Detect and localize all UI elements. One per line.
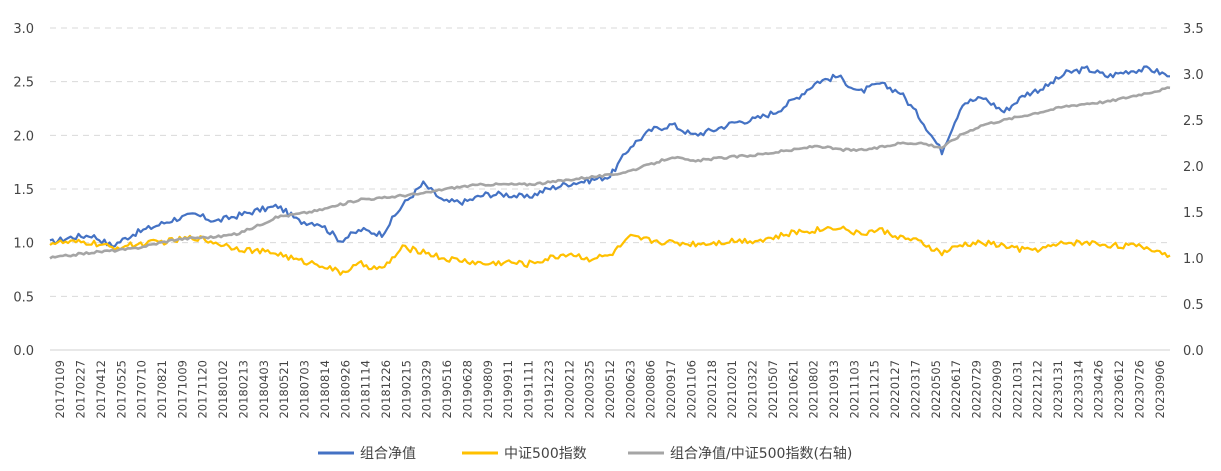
x-tick-label: 20201106: [684, 360, 698, 419]
x-tick-label: 20180102: [216, 360, 230, 419]
series-lines: [49, 65, 1171, 276]
x-tick-label: 20210621: [786, 360, 800, 419]
left-y-tick-label: 1.5: [13, 183, 34, 198]
x-tick-label: 20191111: [522, 360, 536, 419]
x-tick-label: 20211215: [868, 360, 882, 419]
x-tick-label: 20200512: [603, 360, 617, 419]
x-tick-label: 20190911: [501, 360, 515, 419]
x-tick-label: 20211103: [847, 360, 861, 419]
right-y-tick-label: 3.0: [1183, 68, 1204, 83]
right-y-tick-label: 0.0: [1183, 344, 1204, 359]
x-tick-label: 20210913: [827, 360, 841, 419]
legend-label: 组合净值/中证500指数(右轴): [670, 446, 852, 462]
right-y-tick-label: 2.5: [1183, 114, 1204, 129]
x-tick-label: 20190628: [460, 360, 474, 419]
left-y-tick-label: 0.0: [13, 344, 34, 359]
x-tick-label: 20181226: [379, 360, 393, 419]
x-tick-label: 20181114: [359, 360, 373, 419]
x-tick-label: 20180403: [257, 360, 271, 419]
x-tick-label: 20170227: [74, 360, 88, 419]
x-tick-label: 20180703: [298, 360, 312, 419]
gridlines: [50, 27, 1170, 351]
left-y-tick-label: 2.5: [13, 76, 34, 91]
x-tick-label: 20171009: [175, 360, 189, 419]
x-tick-label: 20220127: [888, 360, 902, 419]
x-tick-label: 20170109: [53, 360, 67, 419]
right-y-tick-label: 1.0: [1183, 252, 1204, 267]
x-tick-label: 20230314: [1071, 360, 1085, 419]
left-y-tick-label: 1.0: [13, 237, 34, 252]
x-tick-label: 20180814: [318, 360, 332, 419]
x-tick-label: 20230906: [1153, 360, 1167, 419]
x-tick-label: 20210322: [746, 360, 760, 419]
legend-label: 组合净值: [360, 446, 416, 462]
x-tick-label: 20230426: [1092, 360, 1106, 419]
x-tick-label: 20170821: [155, 360, 169, 419]
x-tick-label: 20180213: [236, 360, 250, 419]
x-tick-label: 20171120: [196, 360, 210, 419]
x-tick-label: 20221212: [1031, 360, 1045, 419]
x-tick-label: 20230612: [1112, 360, 1126, 419]
left-y-tick-label: 0.5: [13, 290, 34, 305]
x-tick-label: 20190809: [481, 360, 495, 419]
x-tick-label: 20190329: [420, 360, 434, 419]
x-tick-label: 20220505: [929, 360, 943, 419]
x-tick-label: 20180521: [277, 360, 291, 419]
x-tick-label: 20220617: [949, 360, 963, 419]
x-tick-label: 20220909: [990, 360, 1004, 419]
x-tick-label: 20230131: [1051, 360, 1065, 419]
x-tick-label: 20170710: [135, 360, 149, 419]
x-tick-label: 20170525: [114, 360, 128, 419]
x-tick-label: 20200623: [623, 360, 637, 419]
series-line-2: [49, 86, 1171, 260]
x-tick-label: 20200212: [562, 360, 576, 419]
x-tick-label: 20210802: [807, 360, 821, 419]
left-y-tick-label: 2.0: [13, 129, 34, 144]
x-tick-label: 20180926: [338, 360, 352, 419]
right-y-tick-label: 1.5: [1183, 206, 1204, 221]
x-tick-label: 20210201: [725, 360, 739, 419]
series-line-1: [49, 225, 1171, 276]
left-y-axis: 0.0 0.5 1.0 1.5 2.0 2.5 3.0: [13, 22, 34, 359]
legend: 组合净值 中证500指数 组合净值/中证500指数(右轴): [318, 446, 852, 462]
x-tick-label: 20230726: [1132, 360, 1146, 419]
right-y-axis: 0.0 0.5 1.0 1.5 2.0 2.5 3.0 3.5: [1183, 22, 1204, 359]
right-y-tick-label: 2.0: [1183, 160, 1204, 175]
x-tick-label: 20220317: [908, 360, 922, 419]
right-y-tick-label: 0.5: [1183, 298, 1204, 313]
series-line-0: [49, 65, 1170, 248]
x-tick-label: 20220729: [970, 360, 984, 419]
left-y-tick-label: 3.0: [13, 22, 34, 37]
right-y-tick-label: 3.5: [1183, 22, 1204, 37]
x-tick-label: 20210507: [766, 360, 780, 419]
x-tick-label: 20170412: [94, 360, 108, 419]
x-tick-label: 20201218: [705, 360, 719, 419]
x-tick-label: 20200325: [583, 360, 597, 419]
x-tick-label: 20200917: [664, 360, 678, 419]
x-tick-label: 20221031: [1010, 360, 1024, 419]
x-tick-label: 20190516: [440, 360, 454, 419]
legend-label: 中证500指数: [504, 446, 587, 462]
x-tick-label: 20191223: [542, 360, 556, 419]
x-tick-label: 20190215: [399, 360, 413, 419]
x-axis: 20170109 20170227 20170412 20170525 20170710…: [53, 360, 1167, 419]
x-tick-label: 20200806: [644, 360, 658, 419]
